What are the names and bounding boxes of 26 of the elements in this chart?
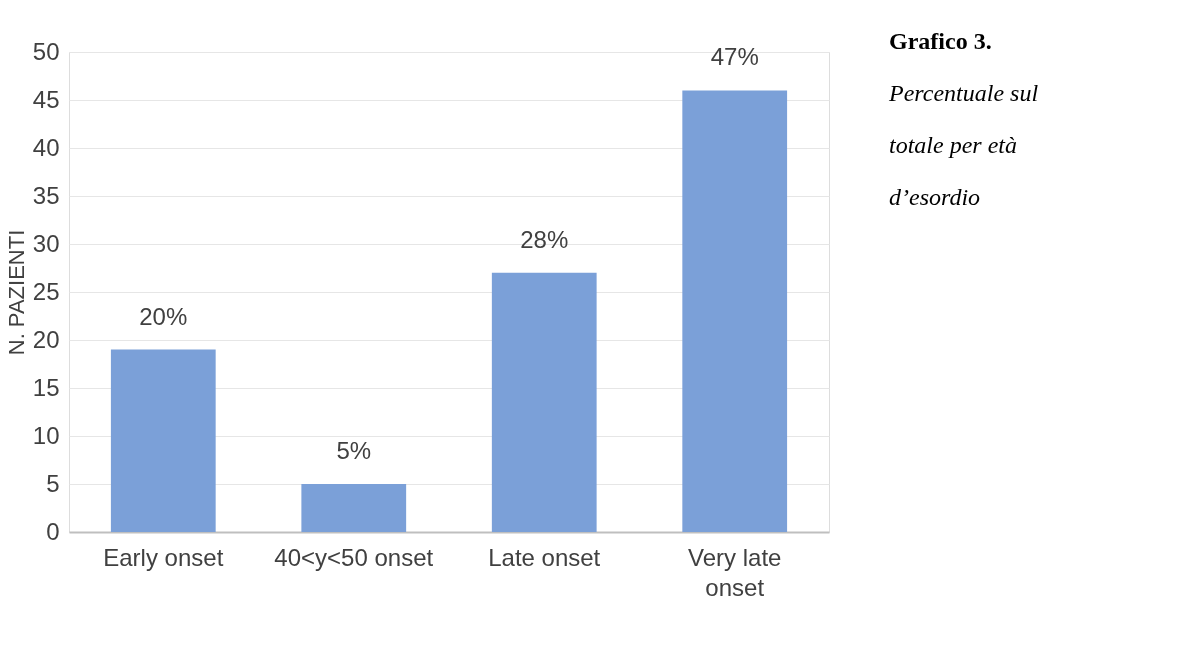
x-tick-label: 40<y<50 onset xyxy=(274,543,434,571)
annotation: 20% xyxy=(139,302,188,330)
y-axis-title: N. PAZIENTI xyxy=(3,229,29,356)
annotation: 5% xyxy=(336,437,372,464)
text: Percentuale sul totale per età d’esordio xyxy=(888,80,1039,210)
bar xyxy=(491,272,597,532)
annotation: 47% xyxy=(710,43,759,71)
y-tick-label: 50 xyxy=(32,37,60,65)
y-tick-label: 15 xyxy=(32,373,60,401)
y-tick-label: 45 xyxy=(32,85,60,113)
x-tick-label: Late onset xyxy=(488,543,601,571)
y-tick-label: 20 xyxy=(32,325,60,353)
y-tick-label: 0 xyxy=(46,517,60,545)
y-tick-label: 5 xyxy=(46,469,60,497)
annotation: 28% xyxy=(520,225,569,253)
bar xyxy=(110,349,216,532)
y-tick-label: 35 xyxy=(32,181,60,209)
text: Grafico 3. xyxy=(889,28,992,54)
bar xyxy=(301,484,407,532)
x-tick-label: Very late onset xyxy=(688,543,782,601)
y-tick-label: 10 xyxy=(32,421,60,449)
y-tick-label: 30 xyxy=(32,229,60,257)
x-tick-label: Early onset xyxy=(103,543,224,571)
bar xyxy=(682,90,788,532)
y-tick-label: 25 xyxy=(32,277,60,305)
y-tick-label: 40 xyxy=(32,133,60,161)
